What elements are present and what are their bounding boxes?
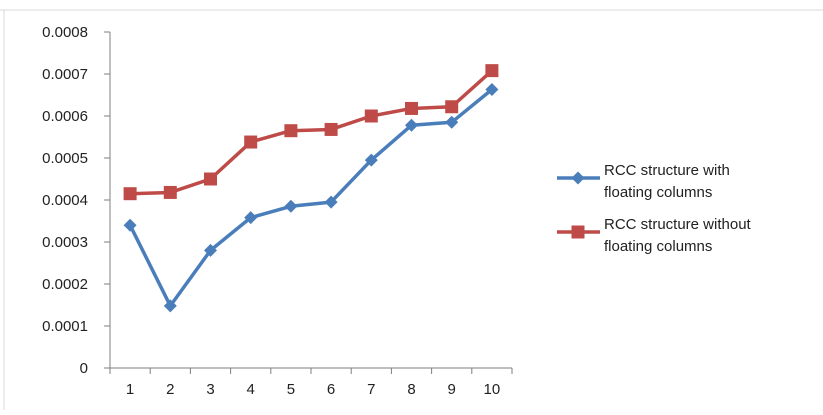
x-tick-label: 4 bbox=[247, 381, 255, 398]
x-tick-label: 2 bbox=[166, 381, 174, 398]
legend-marker bbox=[571, 225, 585, 239]
y-tick-label: 0.0005 bbox=[42, 150, 88, 167]
x-axis: 1 2 3 4 5 6 7 8 9 10 bbox=[109, 367, 513, 398]
data-point bbox=[244, 135, 258, 149]
series-line bbox=[128, 88, 494, 308]
x-tick-label: 3 bbox=[206, 381, 214, 398]
data-point bbox=[364, 153, 378, 167]
x-tick-label: 1 bbox=[126, 381, 134, 398]
data-point bbox=[163, 299, 177, 313]
data-point bbox=[204, 172, 217, 186]
data-point bbox=[324, 122, 338, 136]
data-point bbox=[163, 185, 177, 199]
legend-marker bbox=[571, 171, 585, 185]
y-tick-label: 0.0007 bbox=[42, 66, 88, 83]
data-point bbox=[244, 211, 258, 225]
x-tick-label: 5 bbox=[287, 381, 295, 398]
data-point bbox=[445, 115, 459, 129]
y-tick-label: 0.0003 bbox=[42, 234, 88, 251]
y-tick-label: 0.0004 bbox=[42, 192, 88, 209]
data-point bbox=[445, 100, 459, 114]
data-point bbox=[485, 64, 499, 78]
data-point bbox=[324, 195, 338, 209]
y-axis: 0 0.0001 0.0002 0.0003 0.0004 0.0005 0.0006 0.0… bbox=[42, 24, 111, 377]
series-2 bbox=[123, 64, 499, 201]
legend-entry-2: RCC structure without floating columns bbox=[557, 216, 752, 255]
series-layer bbox=[123, 64, 499, 313]
series-line bbox=[130, 69, 494, 196]
data-point bbox=[204, 243, 217, 257]
data-point bbox=[123, 187, 137, 201]
data-point bbox=[405, 101, 418, 115]
y-tick-label: 0.0002 bbox=[42, 276, 88, 293]
series-1 bbox=[123, 83, 499, 313]
y-tick-label: 0.0001 bbox=[42, 318, 88, 335]
data-point bbox=[364, 109, 378, 123]
x-tick-label: 7 bbox=[367, 381, 375, 398]
legend-label: RCC structure with floating columns bbox=[604, 162, 730, 201]
legend-label: RCC structure without floating columns bbox=[604, 216, 752, 255]
data-point bbox=[405, 118, 418, 132]
legend-entry-1: RCC structure with floating columns bbox=[557, 162, 730, 201]
y-tick-label: 0.0008 bbox=[42, 24, 88, 41]
x-tick-label: 6 bbox=[327, 381, 335, 398]
legend: RCC structure with floating columns RCC st… bbox=[557, 162, 752, 255]
data-point bbox=[123, 218, 137, 232]
y-tick-label: 0 bbox=[80, 360, 88, 377]
x-tick-label: 10 bbox=[484, 381, 501, 398]
x-tick-label: 9 bbox=[448, 381, 456, 398]
data-point bbox=[485, 83, 499, 97]
y-tick-label: 0.0006 bbox=[42, 108, 88, 125]
x-tick-label: 8 bbox=[407, 381, 415, 398]
data-point bbox=[284, 124, 298, 138]
data-point bbox=[284, 199, 298, 213]
